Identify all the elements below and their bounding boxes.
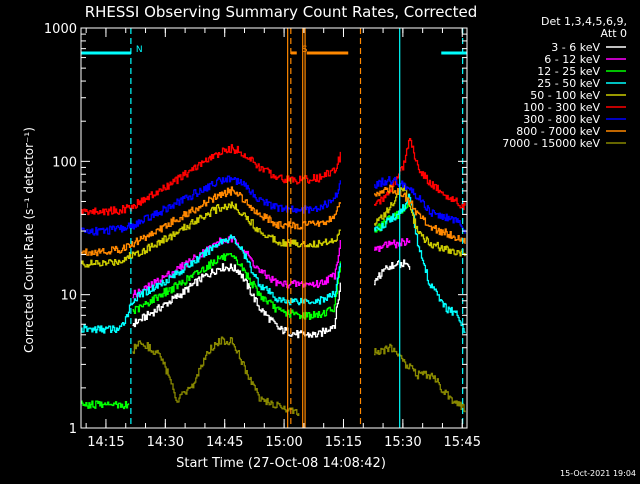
series-line	[132, 235, 341, 299]
legend-label: 25 - 50 keV	[537, 77, 600, 90]
series-line	[132, 252, 341, 320]
x-tick-label: 15:45	[444, 435, 481, 450]
series-line	[374, 343, 466, 413]
y-tick-label: 1	[69, 422, 77, 437]
legend-label: 7000 - 15000 keV	[502, 137, 600, 150]
x-tick-label: 15:00	[265, 435, 302, 450]
series-line	[132, 263, 341, 339]
series-line	[374, 259, 411, 286]
series-line	[81, 144, 341, 216]
series-line	[374, 182, 466, 257]
series-line	[374, 184, 466, 244]
legend-header: Att 0	[601, 27, 627, 40]
footer-date: 15-Oct-2021 19:04	[560, 469, 636, 478]
series-line	[81, 234, 341, 334]
legend-label: 12 - 25 keV	[537, 65, 600, 78]
legend-label: 3 - 6 keV	[551, 41, 600, 54]
x-tick-label: 14:30	[147, 435, 184, 450]
legend-label: 50 - 100 keV	[530, 89, 600, 102]
x-tick-label: 14:15	[87, 435, 124, 450]
series-line	[374, 193, 466, 333]
series-line	[374, 238, 411, 252]
x-axis-label: Start Time (27-Oct-08 14:08:42)	[176, 456, 386, 471]
legend-label: 300 - 800 keV	[523, 113, 600, 126]
plot-area: N S 1 10 100 1000 14:15 14:30 14:45 15:00 15:15 15:…	[44, 22, 481, 450]
x-tick-label: 14:45	[206, 435, 243, 450]
axes-frame	[80, 27, 468, 429]
series-line	[81, 201, 341, 268]
y-tick-label: 10	[60, 289, 77, 304]
x-tick-label: 15:30	[384, 435, 421, 450]
flag-label: S	[302, 45, 308, 55]
legend-label: 100 - 300 keV	[523, 101, 600, 114]
flag-label: N	[136, 45, 143, 55]
y-tick-label: 100	[52, 155, 77, 170]
series-line	[81, 186, 341, 257]
series-line	[132, 336, 300, 417]
y-axis-label: Corrected Count Rate (s⁻¹ detector⁻¹)	[22, 127, 36, 353]
x-tick-label: 15:15	[325, 435, 362, 450]
legend-label: 6 - 12 keV	[544, 53, 600, 66]
y-tick-label: 1000	[44, 22, 77, 37]
chart-title: RHESSI Observing Summary Count Rates, Co…	[85, 3, 478, 21]
series-line	[374, 176, 466, 234]
legend-label: 800 - 7000 keV	[516, 125, 600, 138]
legend-header: Det 1,3,4,5,6,9,	[541, 15, 627, 28]
series-line	[81, 175, 341, 236]
series-line	[81, 400, 130, 410]
